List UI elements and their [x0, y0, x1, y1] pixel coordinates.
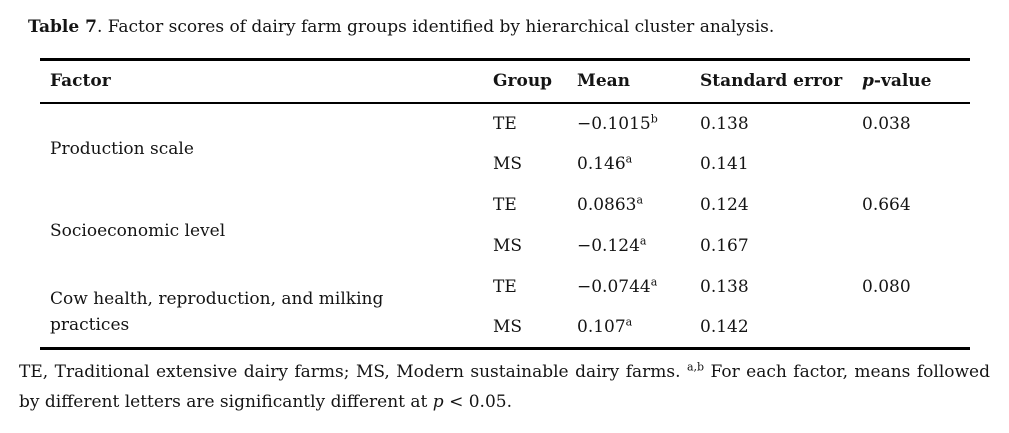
footnote-threshold: < 0.05. — [443, 392, 512, 412]
p-value-cell — [862, 144, 970, 185]
factor-cell: Socioeconomic level — [40, 185, 493, 267]
group-cell: TE — [493, 195, 517, 215]
mean-cell: 0.0863a — [577, 185, 700, 226]
table-caption: Table 7. Factor scores of dairy farm gro… — [0, 0, 1009, 39]
mean-value: 0.107 — [577, 317, 626, 338]
table-header-row: Factor Group Mean Standard error p-value — [40, 60, 970, 103]
group-cell: MS — [493, 236, 523, 256]
footnote-significance-text: For each factor, means followed by diffe… — [19, 362, 990, 412]
table-row: Socioeconomic level TE 0.0863a 0.124 0.6… — [40, 185, 970, 240]
p-value-cell: 0.664 — [862, 195, 911, 215]
header-p-italic: p — [862, 71, 874, 92]
table-row: MS −0.124a 0.167 — [40, 226, 970, 267]
mean-superscript: a — [650, 275, 658, 289]
group-cell: TE — [493, 113, 517, 134]
mean-superscript: b — [650, 111, 658, 125]
mean-superscript: a — [639, 234, 647, 248]
factor-name: Production scale — [50, 139, 194, 159]
standard-error-cell: 0.138 — [700, 113, 749, 134]
header-factor: Factor — [50, 71, 111, 92]
header-standard-error: Standard error — [700, 71, 843, 92]
table-row: Production scale TE −0.1015b 0.138 0.038 — [40, 103, 970, 159]
table-row: MS 0.146a 0.141 — [40, 144, 970, 185]
group-cell: MS — [493, 154, 523, 174]
mean-value: 0.0863 — [577, 195, 637, 215]
header-p-rest: -value — [873, 71, 932, 92]
mean-value: −0.1015 — [577, 113, 651, 134]
table-caption-label: Table 7 — [28, 17, 97, 37]
factor-cell: Production scale — [40, 103, 493, 185]
p-value-cell: 0.038 — [862, 113, 911, 134]
table-row: MS 0.107a 0.142 — [40, 308, 970, 349]
mean-cell: −0.1015b — [577, 103, 700, 144]
mean-cell: 0.107a — [577, 308, 700, 349]
p-value-cell: 0.080 — [862, 277, 911, 297]
header-p-value: p-value — [862, 60, 970, 103]
mean-superscript: a — [625, 315, 633, 329]
mean-superscript: a — [625, 152, 633, 166]
p-value-cell — [862, 308, 970, 349]
mean-cell: −0.0744a — [577, 267, 700, 308]
table-caption-text: . Factor scores of dairy farm groups ide… — [96, 17, 775, 37]
standard-error-cell: 0.141 — [700, 154, 749, 174]
group-cell: TE — [493, 277, 517, 297]
mean-value: −0.0744 — [577, 277, 651, 297]
header-mean: Mean — [577, 71, 631, 92]
header-group: Group — [493, 71, 553, 92]
standard-error-cell: 0.124 — [700, 195, 749, 215]
standard-error-cell: 0.138 — [700, 277, 749, 297]
factor-name: Cow health, reproduction, and milking pr… — [50, 288, 384, 335]
standard-error-cell: 0.167 — [700, 236, 749, 256]
factor-cell: Cow health, reproduction, and milking pr… — [40, 267, 493, 349]
p-value-cell — [862, 226, 970, 267]
factor-name: Socioeconomic level — [50, 220, 226, 241]
footnote-p-italic: p — [432, 392, 444, 412]
mean-cell: 0.146a — [577, 144, 700, 185]
footnote-abbreviations: TE, Traditional extensive dairy farms; M… — [19, 362, 687, 382]
mean-value: −0.124 — [577, 236, 640, 256]
table-footnote: TE, Traditional extensive dairy farms; M… — [19, 357, 990, 417]
table-row: Cow health, reproduction, and milking pr… — [40, 267, 970, 334]
mean-superscript: a — [636, 193, 644, 207]
mean-cell: −0.124a — [577, 226, 700, 267]
mean-value: 0.146 — [577, 154, 626, 174]
footnote-superscript: a,b — [686, 360, 705, 374]
standard-error-cell: 0.142 — [700, 317, 749, 338]
group-cell: MS — [493, 317, 523, 338]
factor-scores-table: Factor Group Mean Standard error p-value… — [40, 58, 970, 350]
